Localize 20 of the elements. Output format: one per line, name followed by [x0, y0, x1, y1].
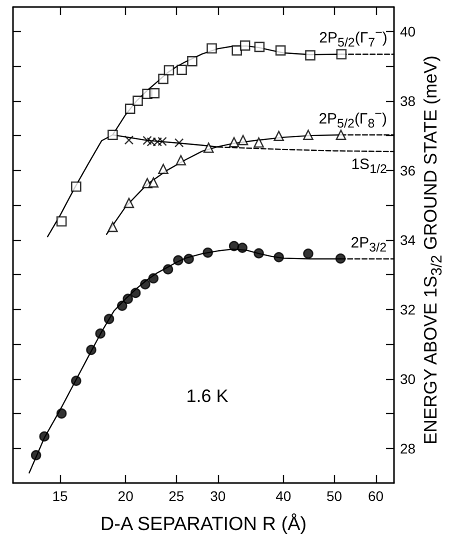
x-tick-label: 20 — [118, 488, 134, 504]
annotation: 1.6 K — [186, 386, 228, 406]
x-tick-label: 30 — [210, 488, 226, 504]
x-tick-label: 40 — [276, 488, 292, 504]
annotation: 2P$_{5/2}$(Γ$_{8}$$^{−}$) — [318, 106, 387, 130]
x-tick-label: 15 — [52, 488, 68, 504]
y-tick-label: 36 — [400, 162, 416, 178]
x-tick-label: 60 — [368, 488, 384, 504]
annotation: 2P$_{5/2}$(Γ$_{7}$$^{−}$) — [319, 26, 388, 50]
y-tick-label: 32 — [400, 301, 416, 318]
y-tick-label: 38 — [400, 92, 416, 109]
x-axis-title: D-A SEPARATION R (Å) — [100, 513, 307, 535]
y-tick-label: 30 — [400, 370, 416, 387]
y-tick-label: 34 — [400, 232, 416, 248]
x-tick-label: 25 — [168, 488, 184, 504]
y-tick-label: 28 — [400, 440, 416, 456]
y-tick-label: 40 — [400, 23, 416, 40]
x-tick-label: 50 — [326, 488, 342, 504]
annotation: 2P$_{3/2}$ — [350, 234, 387, 254]
annotation: 1S$_{1/2}$ — [351, 156, 387, 176]
